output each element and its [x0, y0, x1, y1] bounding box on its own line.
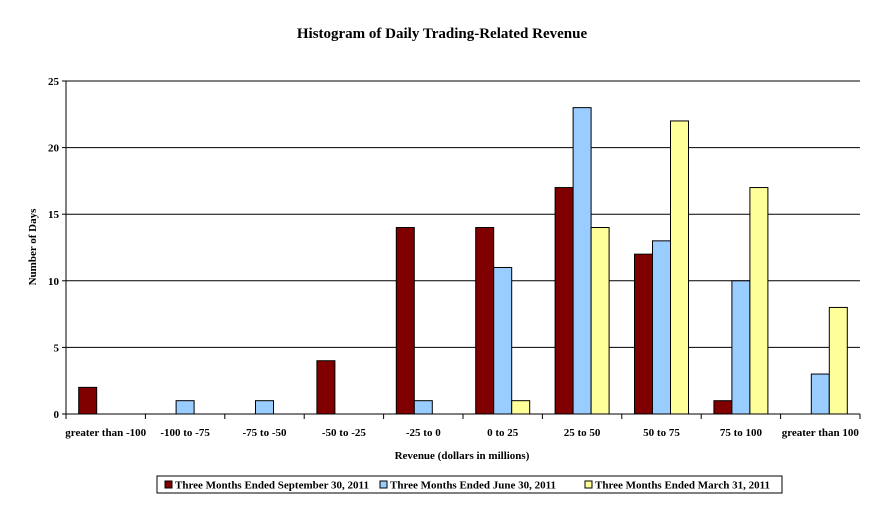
- legend-label: Three Months Ended March 31, 2011: [595, 480, 770, 492]
- bar-greater-than-100-series-1: [810, 373, 830, 415]
- y-tick-label: 15: [48, 209, 60, 221]
- bar-greater-than-100-series-0: [78, 386, 98, 415]
- y-tick-label: 10: [48, 276, 60, 288]
- y-tick-label: 20: [48, 143, 60, 155]
- y-axis-label: Number of Days: [27, 208, 39, 286]
- x-tick-label: greater than 100: [782, 427, 860, 439]
- legend-label: Three Months Ended September 30, 2011: [175, 480, 369, 492]
- legend: Three Months Ended September 30, 2011 Thr…: [156, 475, 783, 494]
- bar-50-to-75-series-2: [670, 120, 689, 415]
- x-tick-label: -100 to -75: [160, 427, 210, 439]
- bar--75-to-50-series-1: [255, 400, 274, 415]
- y-tick-label: 0: [54, 409, 60, 421]
- bar-75-to-100-series-1: [731, 280, 751, 415]
- bar-greater-than-100-series-2: [828, 306, 848, 415]
- chart-title: Histogram of Daily Trading-Related Reven…: [297, 26, 588, 42]
- bar-25-to-50-series-0: [554, 187, 574, 415]
- bar--100-to-75-series-1: [175, 400, 195, 415]
- bar--25-to-0-series-0: [395, 227, 415, 415]
- y-tick-label: 5: [54, 342, 60, 354]
- bar-50-to-75-series-0: [634, 253, 653, 415]
- x-tick-label: 25 to 50: [564, 427, 601, 439]
- bar-0-to-25-series-2: [511, 400, 531, 415]
- axes: [65, 81, 861, 419]
- legend-swatch: [164, 480, 173, 489]
- legend-swatch: [584, 480, 593, 489]
- y-tick-label: 25: [48, 76, 60, 88]
- legend-swatch: [379, 480, 388, 489]
- x-tick-labels: greater than -100 -100 to -75 -75 to -50 -5…: [65, 427, 859, 439]
- y-tick-labels: 0 5 10 15 20 25: [48, 76, 60, 421]
- x-tick-label: -50 to -25: [322, 427, 366, 439]
- bar--50-to-25-series-0: [316, 360, 336, 415]
- bars: [78, 107, 848, 415]
- bar-50-to-75-series-1: [652, 240, 671, 415]
- x-tick-label: 75 to 100: [720, 427, 763, 439]
- x-tick-label: -75 to -50: [243, 427, 287, 439]
- legend-label: Three Months Ended June 30, 2011: [390, 480, 556, 492]
- bar-25-to-50-series-1: [572, 107, 592, 415]
- bar-75-to-100-series-0: [713, 400, 733, 415]
- bar--25-to-0-series-1: [413, 400, 433, 415]
- bar-0-to-25-series-0: [475, 227, 495, 415]
- x-tick-label: greater than -100: [65, 427, 146, 439]
- x-axis-label: Revenue (dollars in millions): [395, 450, 530, 462]
- bar-25-to-50-series-2: [590, 227, 610, 415]
- x-tick-label: -25 to 0: [406, 427, 441, 439]
- x-tick-label: 0 to 25: [487, 427, 519, 439]
- bar-0-to-25-series-1: [493, 266, 513, 415]
- gridlines: [62, 80, 860, 415]
- bar-75-to-100-series-2: [749, 187, 769, 415]
- legend-box: [156, 475, 783, 494]
- x-tick-label: 50 to 75: [643, 427, 680, 439]
